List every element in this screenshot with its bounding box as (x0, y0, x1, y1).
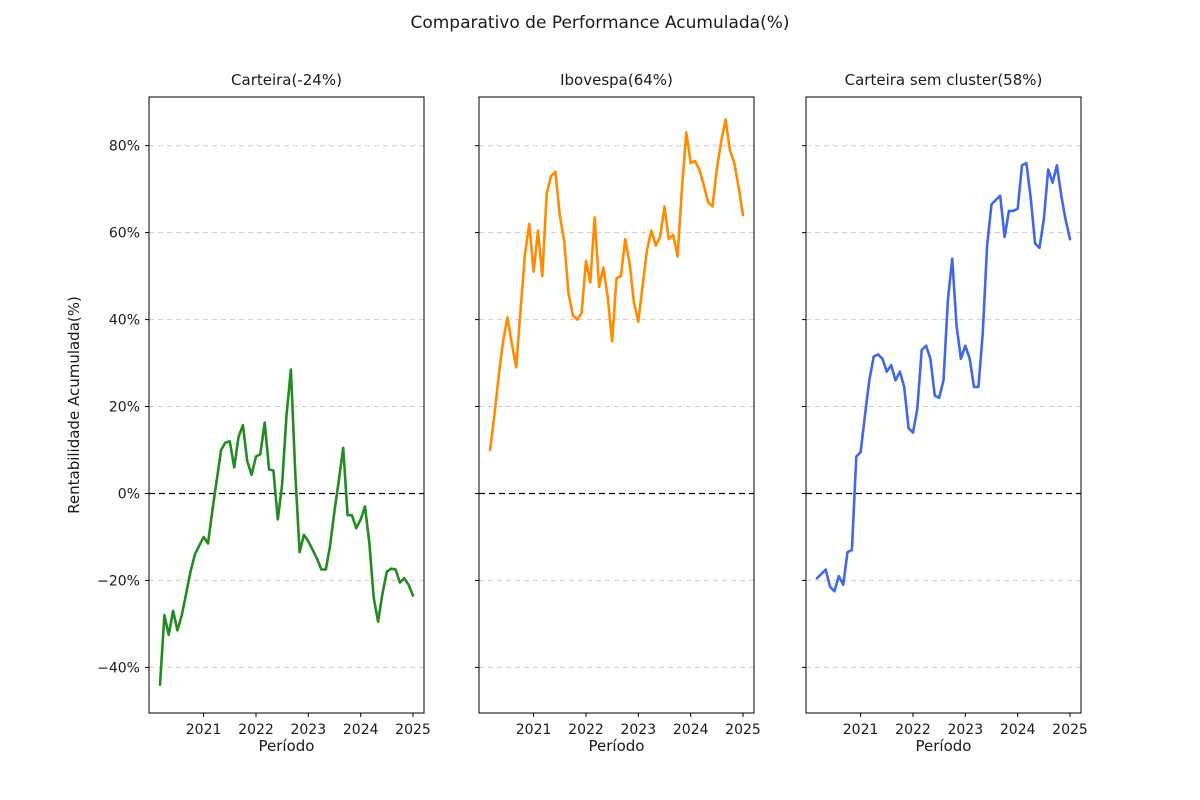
axes-frame (148, 96, 425, 714)
x-tick-label: 2023 (947, 722, 983, 738)
x-tick-label: 2022 (568, 722, 604, 738)
x-tick-label: 2021 (843, 722, 879, 738)
x-tick-label: 2022 (238, 722, 274, 738)
y-tick-label: 0% (118, 487, 140, 503)
subplot-1: 2021 2022 2023 2024 2025 (475, 96, 761, 738)
x-tick-label: 2025 (725, 722, 761, 738)
figure-title: Comparativo de Performance Acumulada(%) (410, 13, 790, 33)
subplot-title-carteira-sem-cluster: Carteira sem cluster(58%) (844, 71, 1043, 89)
series-line-2 (815, 161, 1072, 593)
y-tick-label: 80% (109, 139, 140, 155)
series-line-1 (488, 118, 745, 452)
x-tick-label: 2021 (516, 722, 552, 738)
series-line-0 (158, 368, 415, 687)
axes-frame (805, 96, 1082, 714)
x-axis-label-carteira-sem-cluster: Período (915, 737, 972, 755)
x-tick-label: 2025 (395, 722, 431, 738)
subplot-0: 2021 2022 2023 2024 2025 80% 60% 40% 20% 0% −20% −4… (97, 96, 431, 738)
x-axis-label-carteira: Período (258, 737, 315, 755)
y-tick-label: 40% (109, 313, 140, 329)
x-tick-label: 2022 (895, 722, 931, 738)
axes-frame (478, 96, 755, 714)
x-tick-label: 2023 (290, 722, 326, 738)
y-tick-label: 20% (109, 400, 140, 416)
x-tick-label: 2024 (673, 722, 709, 738)
subplot-2: 2021 2022 2023 2024 2025 (802, 96, 1088, 738)
x-axis-label-ibovespa: Período (588, 737, 645, 755)
x-tick-label: 2023 (620, 722, 656, 738)
x-tick-label: 2021 (186, 722, 222, 738)
subplot-title-ibovespa: Ibovespa(64%) (560, 71, 673, 89)
y-tick-label: 60% (109, 226, 140, 242)
y-tick-label: −20% (97, 573, 140, 589)
x-tick-label: 2024 (343, 722, 379, 738)
subplot-title-carteira: Carteira(-24%) (231, 71, 342, 89)
x-tick-label: 2025 (1052, 722, 1088, 738)
y-tick-label: −40% (97, 660, 140, 676)
x-tick-label: 2024 (1000, 722, 1036, 738)
